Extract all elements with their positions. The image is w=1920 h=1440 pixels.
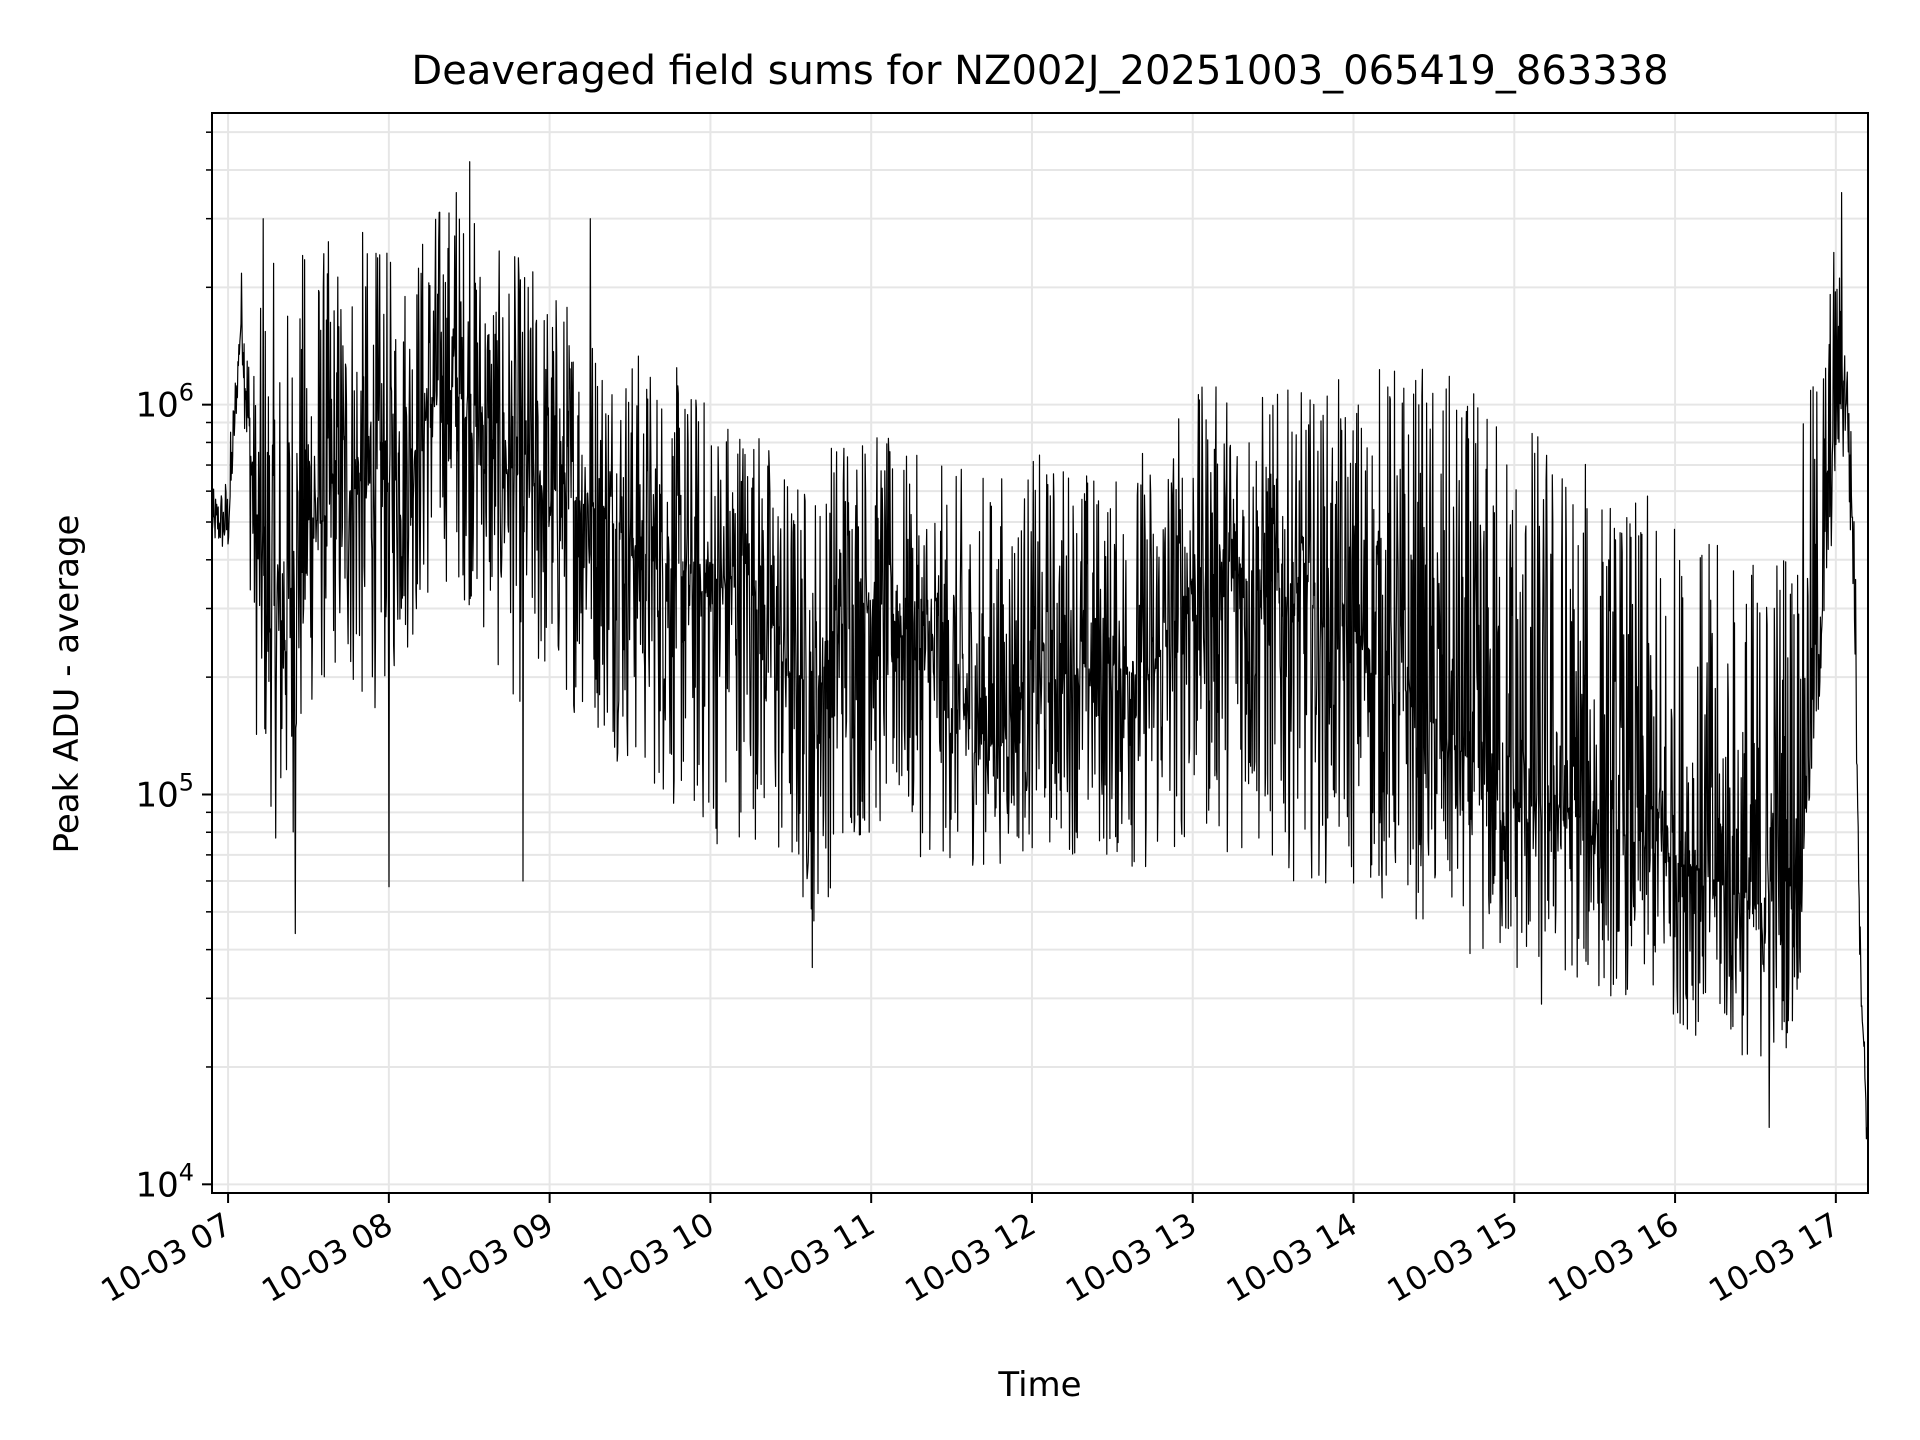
- y-tick-label: 104: [135, 1158, 194, 1205]
- y-tick-label: 105: [135, 768, 194, 815]
- y-tick-base: 10: [135, 775, 178, 815]
- y-tick-exponent: 4: [179, 1158, 194, 1186]
- y-tick-base: 10: [135, 386, 178, 426]
- y-tick-exponent: 5: [179, 768, 194, 796]
- chart-title: Deaveraged field sums for NZ002J_2025100…: [411, 48, 1668, 94]
- y-tick-exponent: 6: [179, 379, 194, 407]
- y-tick-label: 106: [135, 379, 194, 426]
- x-axis-label: Time: [997, 1365, 1081, 1405]
- y-axis-label: Peak ADU - average: [47, 515, 87, 854]
- series-layer: [211, 161, 1869, 1156]
- series-line: [211, 161, 1869, 1156]
- y-tick-base: 10: [135, 1165, 178, 1205]
- plot-frame: [211, 112, 1869, 1194]
